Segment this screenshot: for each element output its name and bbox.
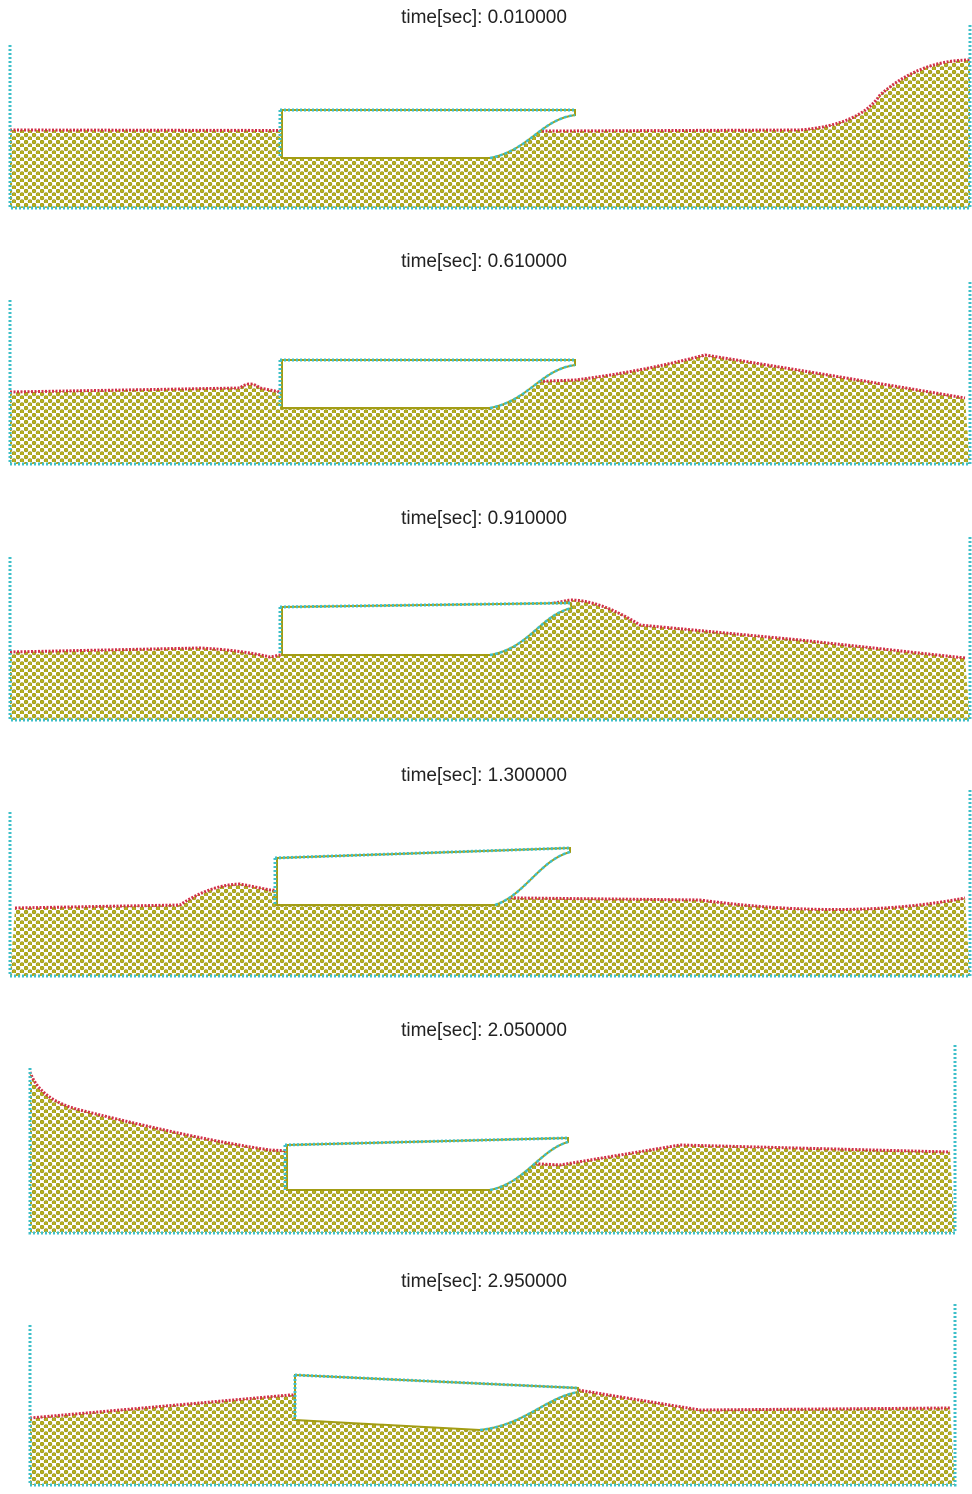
panel-title: time[sec]: 0.610000	[401, 251, 567, 272]
panel-title: time[sec]: 1.300000	[401, 765, 567, 786]
panel-title: time[sec]: 0.910000	[401, 508, 567, 529]
panel-title: time[sec]: 0.010000	[401, 7, 567, 28]
page: time[sec]: 0.010000 time[sec]: 0.610000 ti…	[0, 0, 972, 1489]
figure: time[sec]: 0.010000 time[sec]: 0.610000 ti…	[0, 0, 972, 1489]
panel-title: time[sec]: 2.050000	[401, 1020, 567, 1041]
panel-title: time[sec]: 2.950000	[401, 1271, 567, 1292]
